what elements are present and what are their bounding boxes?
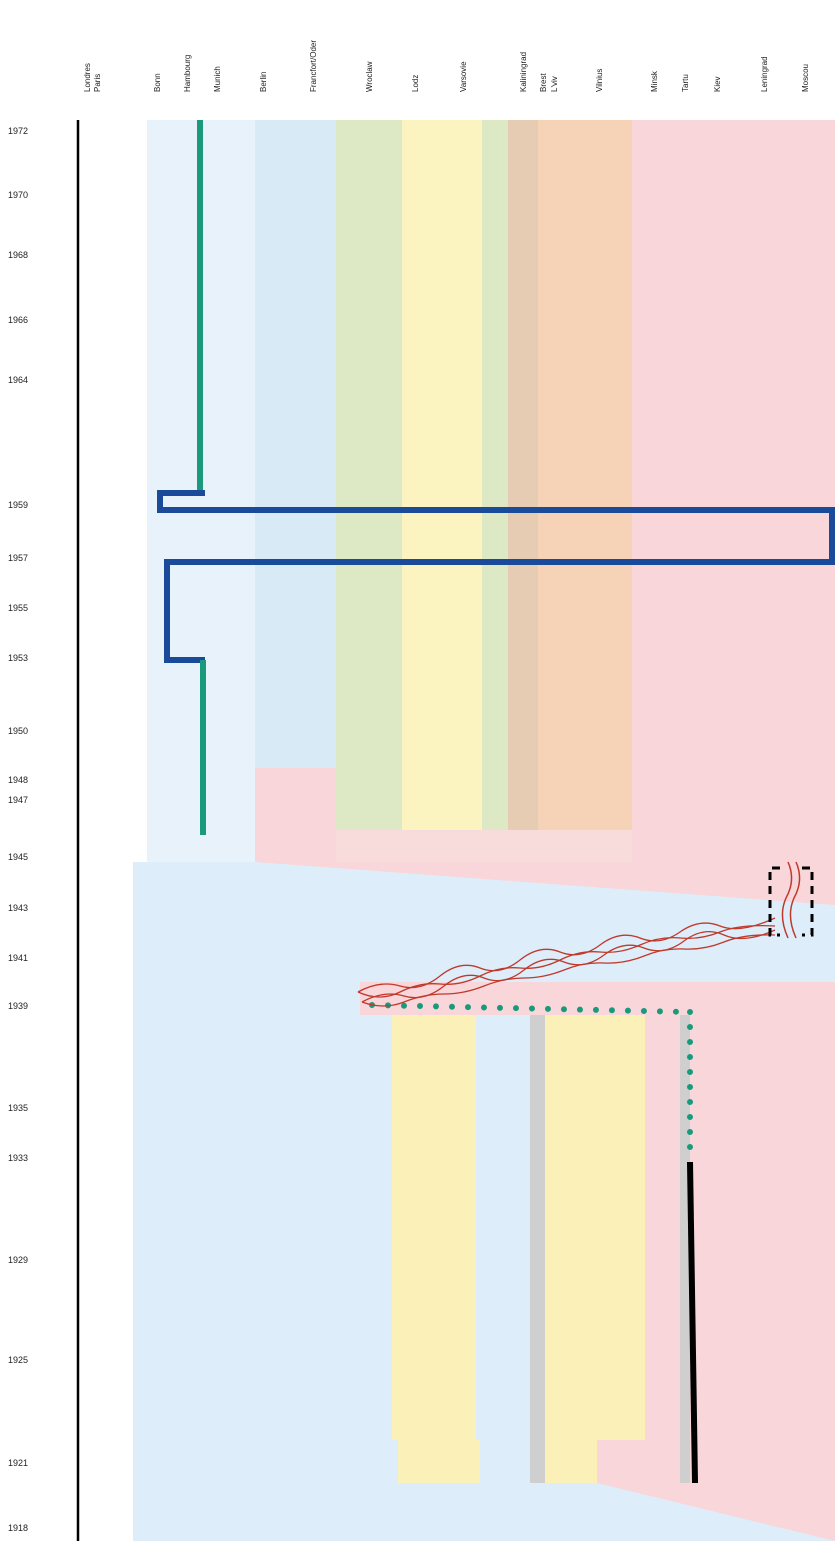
city-label: Munich [213, 66, 222, 92]
year-label: 1939 [8, 1001, 28, 1011]
city-labels: Londres Paris Bonn Hambourg Munich Berlin Fran… [83, 40, 810, 92]
year-label: 1968 [8, 250, 28, 260]
year-label: 1921 [8, 1458, 28, 1468]
regions [133, 120, 835, 1541]
year-label: 1948 [8, 775, 28, 785]
region [632, 120, 835, 862]
city-label: Leningrad [760, 56, 769, 92]
year-label: 1970 [8, 190, 28, 200]
front-band [357, 917, 776, 1007]
region [255, 120, 336, 768]
year-label: 1933 [8, 1153, 28, 1163]
region [545, 1015, 645, 1440]
year-label: 1959 [8, 500, 28, 510]
break-mark [781, 861, 801, 939]
region [336, 120, 402, 830]
region [538, 120, 632, 830]
year-label: 1972 [8, 126, 28, 136]
year-label: 1947 [8, 795, 28, 805]
city-label: Varsovie [459, 61, 468, 92]
region [530, 1015, 545, 1483]
region [398, 1440, 480, 1483]
year-labels: 1972 1970 1968 1966 1964 1959 1957 1955 1953 1950… [8, 126, 28, 1533]
city-label: Francfort/Oder [309, 40, 318, 92]
region [255, 862, 835, 905]
year-label: 1957 [8, 553, 28, 563]
region [482, 120, 508, 830]
year-label: 1953 [8, 653, 28, 663]
region [680, 1015, 690, 1483]
bracket [768, 866, 814, 937]
city-label: Kiev [713, 76, 722, 92]
dotted-path [369, 1002, 693, 1015]
year-label: 1943 [8, 903, 28, 913]
city-label: Minsk [650, 70, 659, 92]
year-label: 1955 [8, 603, 28, 613]
region [508, 120, 538, 830]
city-label: Bonn [153, 73, 162, 92]
year-label: 1950 [8, 726, 28, 736]
year-label: 1929 [8, 1255, 28, 1265]
year-label: 1964 [8, 375, 28, 385]
city-label: Lodz [411, 75, 420, 92]
city-label: Berlin [259, 72, 268, 92]
black-path [687, 1161, 698, 1484]
city-label: Tartu [681, 74, 690, 92]
region [392, 1015, 476, 1440]
year-label: 1966 [8, 315, 28, 325]
blue-path [157, 490, 835, 663]
year-label: 1941 [8, 953, 28, 963]
year-label: 1918 [8, 1523, 28, 1533]
city-label: Paris [93, 74, 102, 92]
region [336, 830, 632, 862]
region [402, 120, 482, 830]
city-label: Hambourg [183, 55, 192, 92]
city-label: Brest [539, 73, 548, 92]
region [545, 1440, 597, 1483]
region [476, 1483, 835, 1541]
year-label: 1945 [8, 852, 28, 862]
region [476, 1015, 530, 1483]
region [255, 768, 336, 862]
city-label: Moscou [801, 64, 810, 92]
city-label: Kaliningrad [519, 52, 528, 92]
city-label: Wroclaw [365, 61, 374, 92]
year-label: 1925 [8, 1355, 28, 1365]
year-label: 1935 [8, 1103, 28, 1113]
city-label: Londres [83, 63, 92, 92]
city-label: Vilnius [595, 69, 604, 92]
city-label: L'viv [550, 76, 559, 92]
